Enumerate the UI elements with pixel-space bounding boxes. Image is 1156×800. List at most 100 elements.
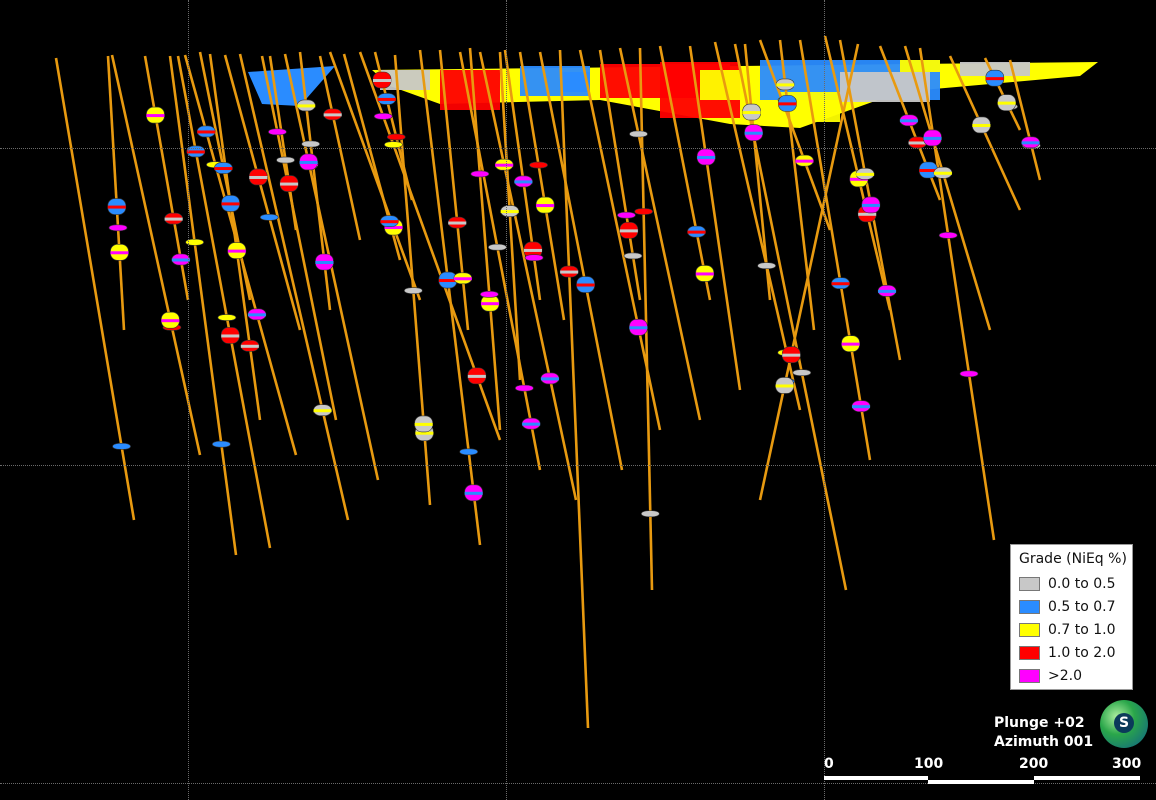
grade-intercept[interactable] [623, 252, 643, 260]
grade-intercept[interactable] [695, 265, 715, 282]
grade-intercept[interactable] [110, 243, 129, 261]
grade-intercept[interactable] [464, 484, 483, 502]
grade-intercept[interactable] [540, 372, 560, 385]
grade-intercept[interactable] [414, 415, 433, 433]
grade-intercept[interactable] [384, 141, 403, 148]
grade-intercept[interactable] [196, 125, 216, 138]
grid-line-horizontal [0, 465, 1156, 466]
grade-intercept[interactable] [841, 335, 860, 352]
grade-intercept[interactable] [687, 225, 706, 238]
grade-intercept[interactable] [212, 440, 231, 448]
grade-intercept[interactable] [521, 417, 541, 430]
grade-intercept[interactable] [781, 346, 801, 363]
grade-intercept[interactable] [972, 116, 991, 134]
grade-intercept[interactable] [855, 168, 875, 180]
grade-intercept[interactable] [617, 211, 636, 219]
grade-intercept[interactable] [259, 213, 279, 221]
grade-intercept[interactable] [634, 208, 653, 215]
grade-intercept[interactable] [268, 128, 287, 136]
grade-intercept[interactable] [778, 95, 797, 112]
grade-intercept[interactable] [112, 443, 131, 450]
grade-intercept[interactable] [861, 196, 881, 214]
grade-intercept[interactable] [494, 158, 514, 171]
grade-intercept[interactable] [923, 129, 942, 147]
grade-intercept[interactable] [775, 78, 795, 91]
grade-intercept[interactable] [247, 308, 267, 321]
grade-intercept[interactable] [514, 175, 533, 188]
grade-intercept[interactable] [459, 448, 478, 456]
grade-intercept[interactable] [529, 161, 548, 169]
drillhole-trace [688, 45, 742, 391]
grade-intercept[interactable] [523, 241, 543, 259]
grade-intercept[interactable] [220, 327, 240, 344]
grade-intercept[interactable] [1021, 136, 1040, 149]
grade-intercept[interactable] [373, 113, 393, 120]
grade-intercept[interactable] [985, 69, 1005, 87]
grade-intercept[interactable] [301, 140, 320, 148]
grade-intercept[interactable] [164, 212, 183, 225]
grade-intercept[interactable] [524, 254, 544, 262]
grade-intercept[interactable] [161, 311, 180, 329]
grade-intercept[interactable] [757, 262, 776, 270]
grade-intercept[interactable] [792, 369, 812, 376]
grade-intercept[interactable] [744, 124, 763, 141]
grade-intercept[interactable] [500, 205, 520, 217]
grade-intercept[interactable] [933, 166, 953, 179]
grade-intercept[interactable] [240, 339, 260, 352]
grade-intercept[interactable] [576, 276, 595, 293]
grade-intercept[interactable] [299, 153, 318, 171]
grade-intercept[interactable] [185, 238, 204, 246]
grade-intercept[interactable] [488, 243, 507, 251]
grade-intercept[interactable] [380, 215, 399, 227]
grade-intercept[interactable] [279, 175, 299, 192]
grade-intercept[interactable] [107, 198, 127, 215]
grade-intercept[interactable] [515, 384, 534, 392]
grade-intercept[interactable] [453, 272, 473, 285]
drillhole-trace [658, 45, 712, 301]
grade-intercept[interactable] [619, 222, 639, 239]
grade-intercept[interactable] [467, 367, 487, 385]
grade-intercept[interactable] [775, 377, 794, 394]
grade-intercept[interactable] [214, 162, 233, 174]
grade-intercept[interactable] [997, 94, 1016, 111]
grade-intercept[interactable] [217, 314, 237, 321]
grade-intercept[interactable] [146, 106, 165, 124]
grade-intercept[interactable] [535, 196, 555, 214]
grade-intercept[interactable] [795, 154, 814, 167]
grade-intercept[interactable] [938, 232, 958, 239]
grade-intercept[interactable] [919, 161, 938, 179]
grade-intercept[interactable] [296, 99, 316, 112]
scale-segment [1034, 776, 1140, 780]
grade-intercept[interactable] [377, 93, 397, 105]
grade-intercept[interactable] [248, 168, 268, 186]
grade-intercept[interactable] [851, 400, 871, 412]
grade-intercept[interactable] [171, 253, 191, 266]
grade-intercept[interactable] [108, 224, 128, 232]
grade-intercept[interactable] [559, 265, 579, 278]
grade-intercept[interactable] [315, 253, 334, 271]
grade-intercept[interactable] [221, 195, 240, 212]
grade-intercept[interactable] [372, 71, 392, 89]
grade-intercept[interactable] [899, 114, 919, 127]
grade-intercept[interactable] [227, 242, 247, 259]
grade-intercept[interactable] [629, 318, 648, 336]
grade-intercept[interactable] [641, 510, 660, 518]
grade-intercept[interactable] [742, 103, 761, 121]
legend-label: >2.0 [1048, 667, 1082, 684]
compass-icon[interactable]: S [1100, 700, 1148, 748]
grade-intercept[interactable] [480, 290, 499, 298]
grade-intercept[interactable] [323, 108, 342, 121]
grade-intercept[interactable] [629, 130, 648, 138]
grade-intercept[interactable] [959, 370, 979, 378]
grade-intercept[interactable] [386, 133, 406, 141]
grade-intercept[interactable] [447, 216, 467, 229]
grade-intercept[interactable] [877, 285, 897, 297]
grade-intercept[interactable] [276, 156, 295, 164]
grade-intercept[interactable] [404, 287, 423, 294]
grade-intercept[interactable] [313, 404, 332, 417]
grade-intercept[interactable] [470, 170, 490, 178]
legend-swatch [1019, 576, 1040, 591]
grade-intercept[interactable] [831, 277, 850, 290]
grade-intercept[interactable] [696, 148, 716, 166]
